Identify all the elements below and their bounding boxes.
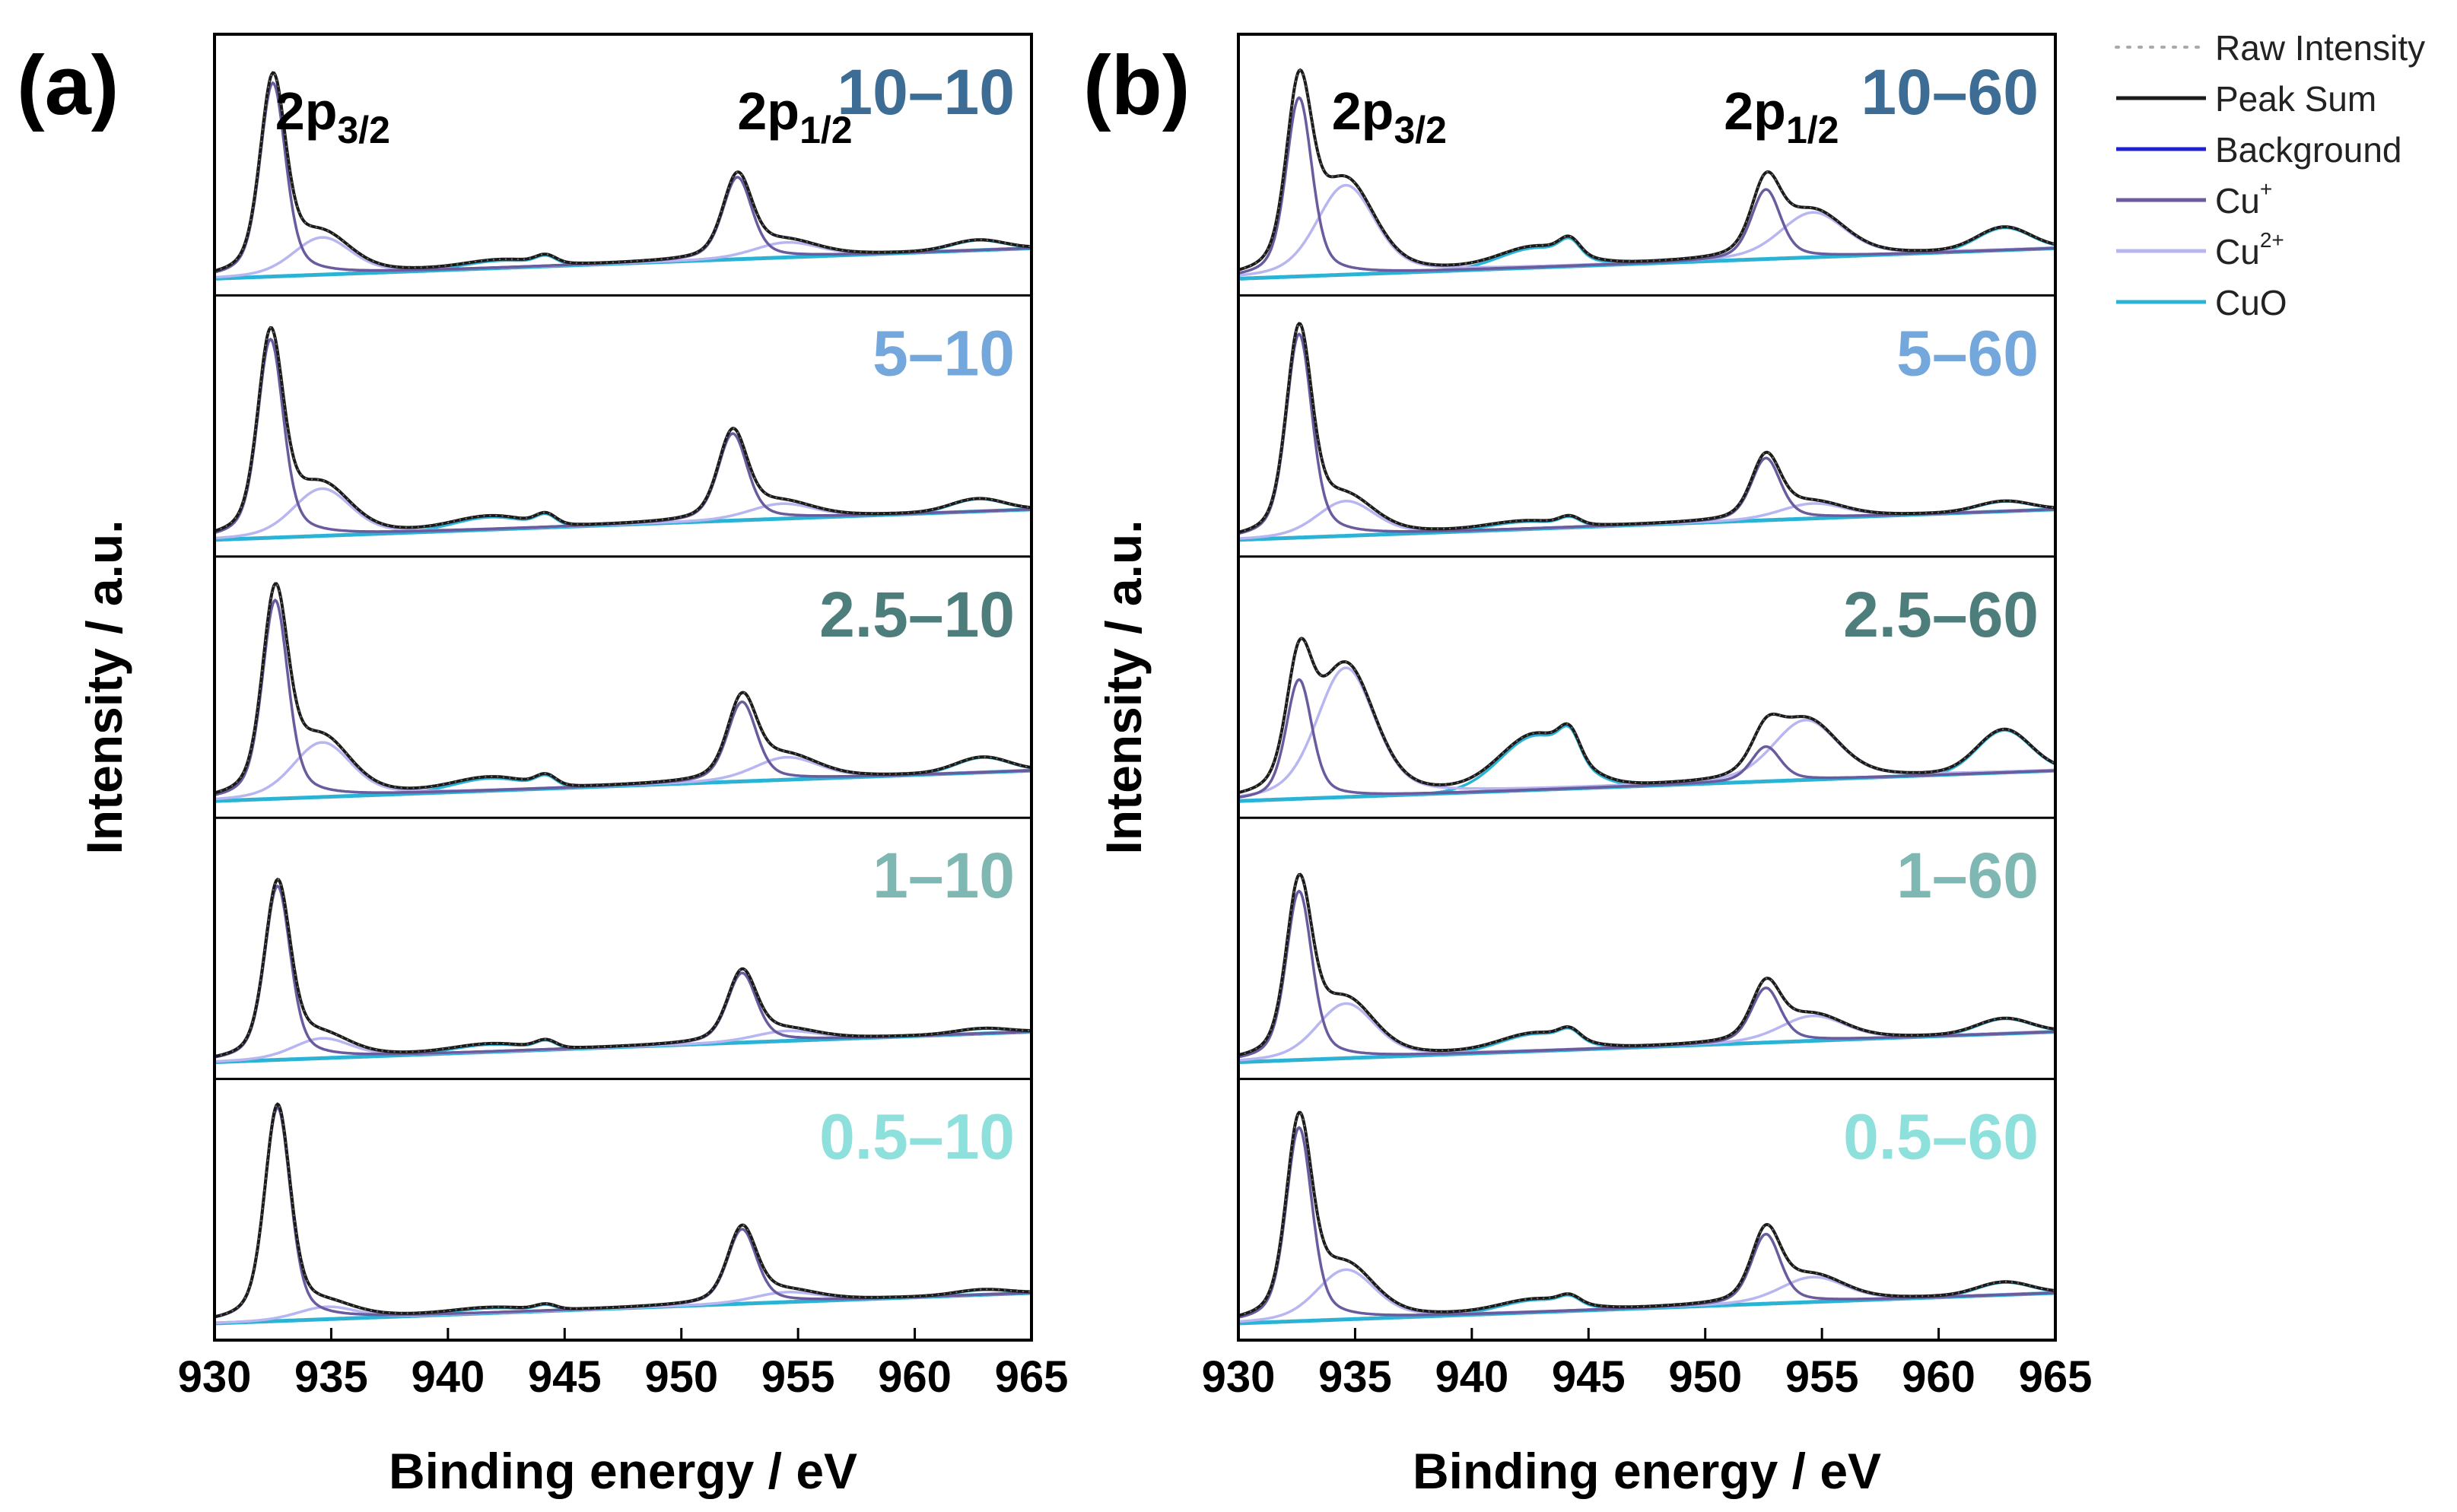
peak-label-subscript: 3/2 <box>1394 109 1447 151</box>
x-tick-label: 930 <box>178 1352 252 1402</box>
x-tick-label: 945 <box>1552 1352 1626 1402</box>
sample-label: 5–60 <box>1896 317 2039 389</box>
sample-label: 10–60 <box>1861 56 2039 128</box>
legend-label: Background <box>2215 130 2402 170</box>
cuo-curve <box>1238 724 2056 802</box>
peak-label-subscript: 1/2 <box>799 109 853 151</box>
cuo-curve <box>214 239 1031 281</box>
legend-label-superscript: + <box>2260 177 2272 201</box>
subpanel-1–60: 1–60 <box>1238 840 2056 1081</box>
y-axis-label: Intensity / a.u. <box>76 519 132 854</box>
x-tick-label: 950 <box>1668 1352 1742 1402</box>
sample-label: 2.5–10 <box>819 579 1015 650</box>
peak-sum-curve <box>1238 637 2056 794</box>
legend-label: Cu2+ <box>2215 228 2284 272</box>
panel-label: (b) <box>1083 39 1190 132</box>
subpanel-5–60: 5–60 <box>1238 317 2056 558</box>
peak-label: 2p3/2 <box>275 81 390 151</box>
subpanel-0.5–10: 0.5–10 <box>214 1101 1032 1326</box>
legend-label-text: Raw Intensity <box>2215 28 2425 68</box>
cuo-curve <box>214 756 1032 802</box>
raw-intensity-curve <box>214 583 1032 794</box>
x-tick-label: 940 <box>1435 1352 1508 1402</box>
subpanel-2.5–60: 2.5–60 <box>1238 579 2056 819</box>
peak-sum-curve <box>1238 1110 2056 1317</box>
peak-label-base: 2p <box>1724 81 1786 141</box>
x-tick-label: 955 <box>1785 1352 1859 1402</box>
legend-label: Raw Intensity <box>2215 28 2425 68</box>
chart-panel-a: 10–10 5–10 2.5–10 1–10 0.5–10 930 935 940 945 950… <box>17 33 1069 1499</box>
subpanel-2.5–10: 2.5–10 <box>214 579 1032 819</box>
legend-label-text: Cu <box>2215 181 2260 221</box>
raw-intensity-curve <box>1238 873 2056 1056</box>
sample-label: 1–60 <box>1896 840 2039 911</box>
cu1plus-curve <box>214 885 1031 1059</box>
raw-intensity-curve <box>1238 637 2056 793</box>
x-tick-label: 935 <box>1318 1352 1392 1402</box>
x-tick-label: 945 <box>528 1352 602 1402</box>
legend-label-superscript: 2+ <box>2260 228 2284 252</box>
cu1plus-curve <box>1238 96 2055 275</box>
legend-label-text: Cu <box>2215 232 2260 272</box>
peak-sum-curve <box>1238 322 2056 534</box>
cu2plus-curve <box>214 236 1031 279</box>
plot-frame <box>1237 33 2057 1342</box>
peak-label-base: 2p <box>737 81 799 141</box>
cuo-curve <box>1238 500 2056 542</box>
subpanel-0.5–60: 0.5–60 <box>1238 1101 2056 1326</box>
sample-label: 0.5–60 <box>1843 1101 2039 1173</box>
raw-intensity-curve <box>214 1103 1032 1318</box>
subpanel-10–10: 10–10 <box>214 56 1032 297</box>
x-tick-label: 960 <box>1902 1352 1975 1402</box>
x-axis-label: Binding energy / eV <box>389 1443 857 1499</box>
peak-label: 2p3/2 <box>1332 81 1447 151</box>
peak-sum-curve <box>214 326 1032 533</box>
legend-label: CuO <box>2215 283 2287 322</box>
peak-label-base: 2p <box>1332 81 1394 141</box>
sample-label: 1–10 <box>873 840 1015 911</box>
x-tick-label: 965 <box>995 1352 1069 1402</box>
x-tick-label: 950 <box>644 1352 718 1402</box>
sample-label: 5–10 <box>873 317 1015 389</box>
sample-label: 2.5–60 <box>1843 579 2039 650</box>
legend-label: Peak Sum <box>2215 79 2376 119</box>
x-tick-label: 955 <box>761 1352 835 1402</box>
cu1plus-curve <box>1238 889 2056 1059</box>
cu1plus-curve <box>1238 678 2055 799</box>
peak-label-subscript: 1/2 <box>1786 109 1839 151</box>
peak-label: 2p1/2 <box>737 81 852 151</box>
subpanel-1–10: 1–10 <box>214 840 1032 1081</box>
plot-frame <box>213 33 1033 1342</box>
peak-label: 2p1/2 <box>1724 81 1839 151</box>
legend-label-text: Background <box>2215 130 2402 170</box>
peak-label-subscript: 3/2 <box>337 109 390 151</box>
legend-label-text: CuO <box>2215 283 2287 322</box>
subpanel-10–60: 10–60 <box>1238 56 2056 297</box>
panel-label: (a) <box>17 39 119 132</box>
peak-sum-curve <box>214 71 1032 273</box>
x-tick-label: 965 <box>2019 1352 2093 1402</box>
x-tick-label: 960 <box>878 1352 952 1402</box>
chart-panel-b: 10–60 5–60 2.5–60 1–60 0.5–60 930 935 940 945 950… <box>1083 33 2093 1499</box>
sample-label: 10–10 <box>837 56 1015 128</box>
x-tick-label: 940 <box>411 1352 485 1402</box>
peak-label-base: 2p <box>275 81 338 141</box>
legend-label: Cu+ <box>2215 177 2272 221</box>
raw-intensity-curve <box>214 878 1032 1057</box>
sample-label: 0.5–10 <box>819 1101 1015 1173</box>
x-axis-label: Binding energy / eV <box>1413 1443 1881 1499</box>
cuo-curve <box>1238 1017 2056 1064</box>
subpanel-5–10: 5–10 <box>214 317 1032 558</box>
y-axis-label: Intensity / a.u. <box>1095 519 1152 854</box>
x-tick-label: 930 <box>1202 1352 1276 1402</box>
cu2plus-curve <box>1238 500 2055 540</box>
raw-intensity-curve <box>1238 68 2056 271</box>
x-tick-label: 935 <box>294 1352 368 1402</box>
legend-label-text: Peak Sum <box>2215 79 2376 119</box>
